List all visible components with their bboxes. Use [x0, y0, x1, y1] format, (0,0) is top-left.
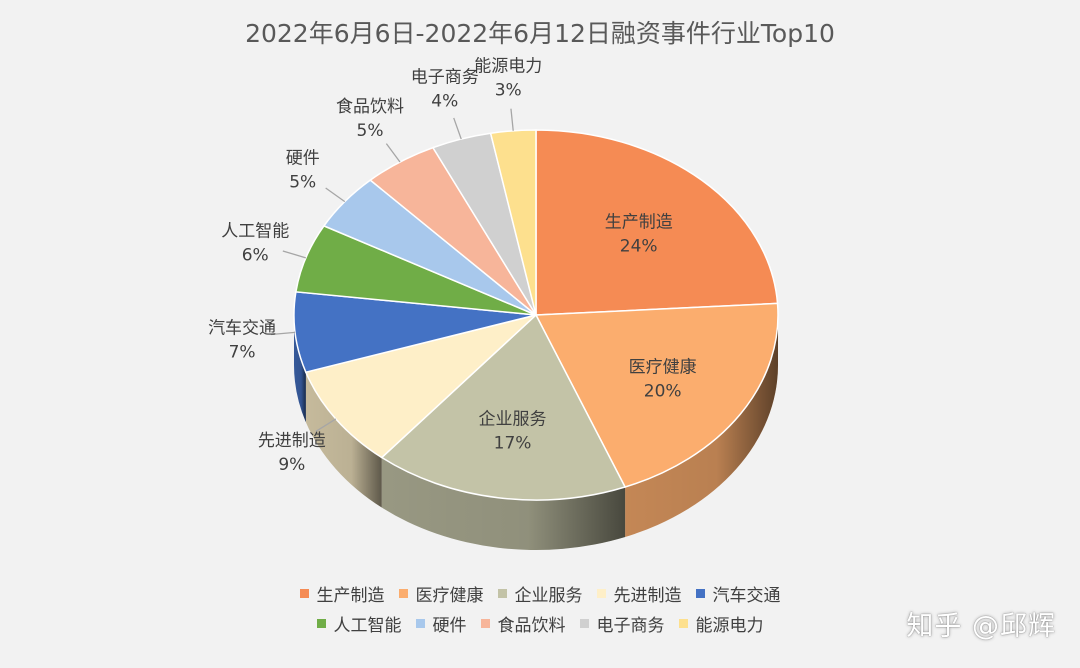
- slice-category-label: 生产制造: [605, 212, 673, 232]
- legend-label: 汽车交通: [712, 585, 781, 606]
- slice-percent-label: 6%: [242, 246, 269, 266]
- leader-line: [270, 331, 296, 336]
- legend-item: 汽车交通: [695, 581, 781, 606]
- legend-swatch: [579, 618, 589, 628]
- legend-item: 先进制造: [596, 581, 682, 606]
- legend-row: 生产制造 医疗健康 企业服务 先进制造 汽车交通: [0, 578, 1080, 608]
- leader-line: [325, 187, 346, 203]
- slice-category-label: 汽车交通: [208, 319, 276, 339]
- slice-side-shade: [625, 315, 778, 538]
- legend-swatch: [596, 588, 606, 598]
- legend-label: 电子商务: [596, 615, 665, 636]
- legend-item: 企业服务: [497, 581, 583, 606]
- chart-legend: 生产制造 医疗健康 企业服务 先进制造 汽车交通 人工智能 硬件 食品饮料 电子商务 能源电力: [0, 578, 1080, 638]
- legend-label: 医疗健康: [415, 585, 484, 606]
- slice-percent-label: 5%: [289, 173, 316, 193]
- slice-percent-label: 7%: [229, 343, 256, 363]
- slice-percent-label: 9%: [278, 455, 305, 475]
- legend-label: 食品饮料: [497, 615, 566, 636]
- slice-category-label: 先进制造: [258, 431, 326, 451]
- slice-category-label: 电子商务: [411, 67, 479, 87]
- pie-slice: [380, 313, 627, 501]
- legend-row: 人工智能 硬件 食品饮料 电子商务 能源电力: [0, 608, 1080, 638]
- legend-swatch: [299, 588, 309, 598]
- legend-swatch: [415, 618, 425, 628]
- leader-line: [315, 418, 337, 433]
- legend-item: 电子商务: [579, 611, 665, 636]
- legend-swatch: [695, 588, 705, 598]
- pie-slice: [304, 314, 537, 459]
- slice-side-shade: [381, 457, 626, 550]
- watermark: 知乎 @邱辉: [906, 611, 1056, 642]
- slice-category-label: 人工智能: [221, 222, 289, 242]
- slice-percent-label: 3%: [495, 81, 522, 101]
- legend-swatch: [398, 588, 408, 598]
- legend-label: 先进制造: [613, 585, 682, 606]
- legend-item: 医疗健康: [398, 581, 484, 606]
- slice-category-label: 硬件: [286, 149, 320, 169]
- slice-side-shade: [294, 315, 306, 423]
- pie-slice: [534, 302, 779, 488]
- legend-label: 企业服务: [514, 585, 583, 606]
- slice-percent-label: 24%: [620, 236, 658, 256]
- legend-item: 能源电力: [678, 611, 764, 636]
- slice-category-label: 能源电力: [474, 57, 542, 77]
- slice-category-label: 企业服务: [479, 409, 547, 429]
- leader-line: [453, 117, 462, 140]
- legend-item: 硬件: [415, 611, 467, 636]
- data-labels: 生产制造 24% 医疗健康 20% 企业服务 17% 先进制造 9% 汽车交通 7% 人工智能 6% 硬…: [208, 57, 697, 476]
- leader-line: [385, 143, 401, 163]
- pie-slice: [293, 290, 537, 374]
- legend-label: 生产制造: [316, 585, 385, 606]
- leader-lines: [270, 108, 514, 433]
- slice-percent-label: 20%: [644, 381, 682, 401]
- legend-item: 人工智能: [316, 611, 402, 636]
- legend-item: 生产制造: [299, 581, 385, 606]
- legend-label: 人工智能: [333, 615, 402, 636]
- legend-label: 能源电力: [695, 615, 764, 636]
- slice-category-label: 医疗健康: [629, 357, 697, 377]
- slice-percent-label: 4%: [431, 91, 458, 111]
- pie-slices: [293, 129, 779, 501]
- chart-title: 2022年6月6日-2022年6月12日融资事件行业Top10: [245, 19, 835, 48]
- legend-label: 硬件: [432, 615, 467, 636]
- legend-swatch: [480, 618, 490, 628]
- slice-percent-label: 5%: [357, 121, 384, 141]
- leader-line: [510, 108, 514, 131]
- legend-item: 食品饮料: [480, 611, 566, 636]
- slice-category-label: 食品饮料: [336, 97, 404, 117]
- pie-slice: [489, 129, 537, 316]
- legend-swatch: [316, 618, 326, 628]
- leader-line: [282, 250, 307, 259]
- slice-percent-label: 17%: [494, 433, 532, 453]
- legend-swatch: [678, 618, 688, 628]
- pie-slice: [535, 129, 779, 316]
- legend-swatch: [497, 588, 507, 598]
